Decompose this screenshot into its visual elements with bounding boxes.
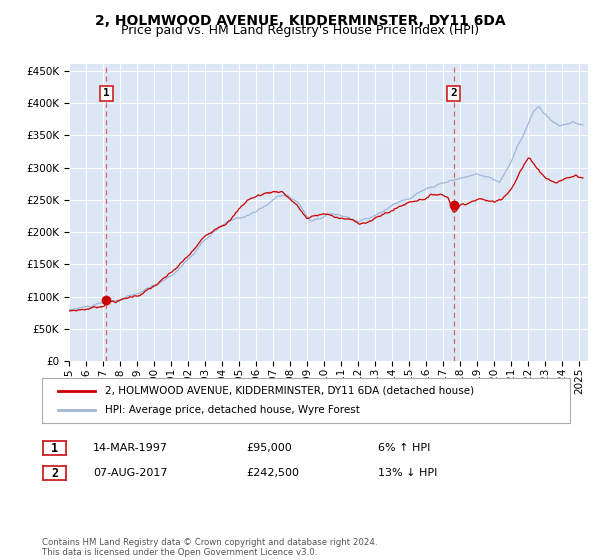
Text: 2: 2 [51,466,58,480]
Text: 2: 2 [450,88,457,99]
Text: Contains HM Land Registry data © Crown copyright and database right 2024.
This d: Contains HM Land Registry data © Crown c… [42,538,377,557]
Text: £95,000: £95,000 [246,443,292,453]
Text: HPI: Average price, detached house, Wyre Forest: HPI: Average price, detached house, Wyre… [106,405,360,416]
Text: 2, HOLMWOOD AVENUE, KIDDERMINSTER, DY11 6DA: 2, HOLMWOOD AVENUE, KIDDERMINSTER, DY11 … [95,14,505,28]
Text: 1: 1 [51,441,58,455]
Text: 6% ↑ HPI: 6% ↑ HPI [378,443,430,453]
Text: 13% ↓ HPI: 13% ↓ HPI [378,468,437,478]
Text: 2, HOLMWOOD AVENUE, KIDDERMINSTER, DY11 6DA (detached house): 2, HOLMWOOD AVENUE, KIDDERMINSTER, DY11 … [106,385,475,395]
Text: 14-MAR-1997: 14-MAR-1997 [93,443,168,453]
Text: 07-AUG-2017: 07-AUG-2017 [93,468,167,478]
Text: £242,500: £242,500 [246,468,299,478]
Text: Price paid vs. HM Land Registry's House Price Index (HPI): Price paid vs. HM Land Registry's House … [121,24,479,37]
Text: 1: 1 [103,88,110,99]
